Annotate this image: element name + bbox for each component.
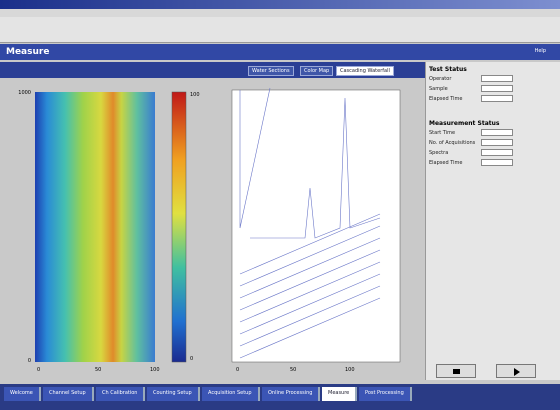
nav-step[interactable]: Online Processing [262, 387, 320, 401]
tab[interactable]: Cascading Waterfall [336, 66, 394, 76]
nav-step[interactable]: Acquisition Setup [202, 387, 260, 401]
field-input[interactable] [481, 159, 513, 166]
field-label: Start Time [429, 130, 455, 136]
toolbar [0, 17, 560, 43]
nav-step[interactable]: Welcome [4, 387, 41, 401]
nav-step[interactable]: Measure [322, 387, 357, 401]
field-input[interactable] [481, 139, 513, 146]
section-title: Test Status [429, 66, 467, 73]
y-tick-label: 0 [28, 358, 31, 364]
menu-bar [0, 9, 560, 17]
y-tick-label: 1000 [18, 90, 31, 96]
x-tick-label: 50 [95, 367, 101, 373]
nav-step[interactable]: Counting Setup [147, 387, 200, 401]
section-title: Measurement Status [429, 120, 499, 127]
app-window: Measure Help Water Sections Color Map Ca… [0, 0, 560, 410]
header-title: Measure [6, 47, 49, 57]
field-input[interactable] [481, 95, 513, 102]
nav-step[interactable]: Post Processing [359, 387, 412, 401]
field-label: Elapsed Time [429, 160, 462, 166]
play-button[interactable] [496, 364, 536, 378]
tab[interactable]: Water Sections [248, 66, 294, 76]
color-bar [172, 92, 186, 362]
status-panel: Test Status Operator Sample Elapsed Time M… [425, 62, 560, 380]
header-bar: Measure Help [0, 44, 560, 60]
plot-area: 1000 0 0 50 100 100 0 0 50 100 [0, 78, 425, 380]
x-tick-label: 50 [290, 367, 296, 373]
nav-step[interactable]: Channel Setup [43, 387, 94, 401]
field-label: Sample [429, 86, 448, 92]
help-button[interactable]: Help [535, 48, 546, 54]
nav-step[interactable]: Ch Calibration [96, 387, 145, 401]
field-label: Operator [429, 76, 451, 82]
x-tick-label: 100 [345, 367, 355, 373]
field-input[interactable] [481, 149, 513, 156]
field-label: Elapsed Time [429, 96, 462, 102]
field-label: No. of Acquisitions [429, 140, 475, 146]
colorbar-label: 0 [190, 356, 193, 362]
field-label: Spectra [429, 150, 448, 156]
x-tick-label: 100 [150, 367, 160, 373]
field-input[interactable] [481, 85, 513, 92]
waterfall-plot [232, 90, 400, 362]
field-input[interactable] [481, 75, 513, 82]
tab-bar: Water Sections Color Map Cascading Water… [0, 62, 425, 78]
tab[interactable]: Color Map [300, 66, 333, 76]
title-bar [0, 0, 560, 9]
stop-button[interactable] [436, 364, 476, 378]
x-tick-label: 0 [37, 367, 40, 373]
colorbar-label: 100 [190, 92, 200, 98]
color-map [35, 92, 155, 362]
x-tick-label: 0 [236, 367, 239, 373]
field-input[interactable] [481, 129, 513, 136]
